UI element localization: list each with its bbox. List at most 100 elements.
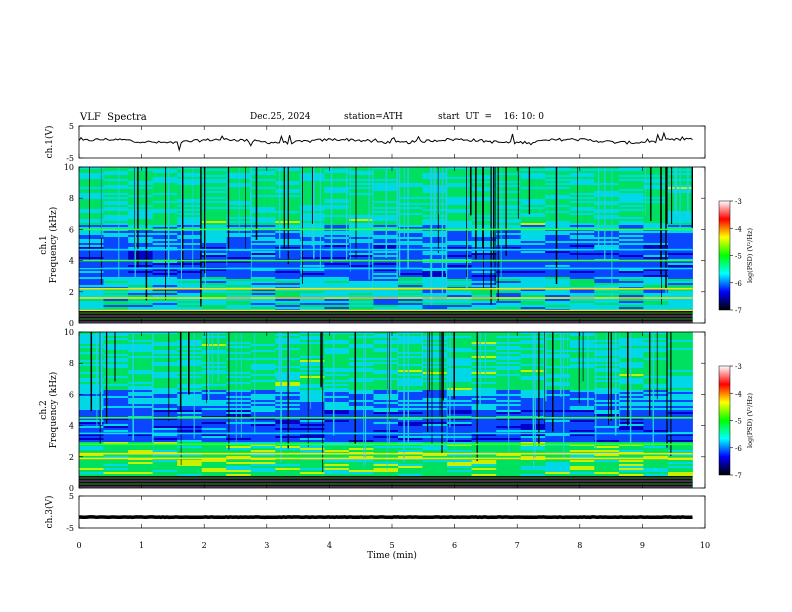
- spectrogram-cell: [643, 390, 669, 393]
- spectrogram-cell: [447, 426, 473, 429]
- spectrogram-cell: [398, 271, 423, 274]
- spectrogram-cell: [569, 450, 595, 453]
- spectrogram-cell: [226, 448, 252, 451]
- spectrogram-cell: [103, 438, 129, 441]
- spectrogram-cell: [250, 356, 276, 359]
- spectrogram-cell: [103, 199, 129, 202]
- spectrogram-cell: [422, 346, 448, 349]
- spectrogram-cell: [299, 253, 325, 256]
- spectrogram-cell: [545, 392, 571, 395]
- spectrogram-cell: [398, 394, 423, 397]
- spectrogram-cell: [299, 468, 325, 471]
- spectrogram-cell: [79, 422, 104, 425]
- spectrogram-cell: [201, 342, 227, 345]
- spectrogram-cell: [447, 340, 473, 343]
- spectrogram-cell: [594, 424, 620, 427]
- spectrogram-cell: [618, 414, 644, 417]
- spectrogram-cell: [398, 285, 423, 288]
- spectrogram-cell: [496, 462, 522, 465]
- y-axis-label: ch.2: [39, 400, 49, 419]
- spectrogram-cell: [250, 402, 276, 405]
- spectrogram-cell: [348, 273, 374, 276]
- spectrogram-cell: [569, 219, 595, 222]
- spectrogram-cell: [226, 426, 252, 429]
- spectrogram-cell: [177, 450, 203, 453]
- spectrogram-cell: [594, 217, 620, 220]
- spectrogram-cell: [618, 386, 644, 389]
- spectrogram-cell: [152, 255, 178, 258]
- spectrogram-cell: [348, 175, 374, 178]
- spectrogram-cell: [79, 201, 104, 204]
- spectrogram-cell: [618, 275, 644, 278]
- spectrogram-cell: [250, 197, 276, 200]
- y-tick-label: 10: [64, 328, 74, 337]
- y-tick-label: 4: [69, 257, 74, 266]
- spectrogram-cell: [201, 468, 227, 471]
- spectrogram-cell: [103, 376, 129, 379]
- spectrogram-cell: [594, 408, 620, 411]
- spectrogram-cell: [569, 167, 595, 170]
- spectrogram-cell: [177, 295, 203, 298]
- spectrogram-cell: [447, 275, 473, 278]
- spectrogram-cell: [398, 392, 423, 395]
- spectrogram-cell: [201, 338, 227, 341]
- spectrogram-cell: [520, 277, 546, 280]
- colorbar-tick-label: -5: [735, 253, 742, 261]
- spectrogram-cell: [569, 376, 595, 379]
- spectrogram-cell: [422, 265, 448, 268]
- spectrogram-cell: [545, 213, 571, 216]
- spectrogram-cell: [643, 444, 669, 447]
- spectrogram-cell: [471, 462, 497, 465]
- spectrogram-cell: [643, 251, 669, 254]
- spectrogram-cell: [348, 396, 374, 399]
- spectrogram-cell: [667, 285, 693, 288]
- spectrogram-cell: [152, 257, 178, 260]
- spectrogram-cell: [177, 263, 203, 266]
- spectrogram-cell: [226, 295, 252, 298]
- spectrogram-cell: [324, 173, 350, 176]
- spectrogram-cell: [348, 466, 374, 469]
- spectrogram-cell: [422, 374, 448, 377]
- figure-title: VLF Spectra: [80, 112, 147, 123]
- spectrogram-cell: [496, 257, 522, 260]
- spectrogram-cell: [618, 368, 644, 371]
- spectrogram-cell: [103, 283, 129, 286]
- spectrogram-cell: [177, 247, 203, 250]
- spectrogram-cell: [250, 370, 276, 373]
- spectrogram-cell: [152, 332, 178, 335]
- spectrogram-cell: [299, 247, 325, 250]
- spectrogram-cell: [103, 195, 129, 198]
- spectrogram-cell: [545, 235, 571, 238]
- spectrogram-cell: [250, 205, 276, 208]
- spectrogram-cell: [177, 189, 203, 192]
- station-label: station=ATH: [344, 112, 403, 122]
- spectrogram-cell: [373, 295, 399, 298]
- spectrogram-cell: [373, 374, 399, 377]
- spectrogram-cell: [398, 237, 423, 240]
- spectrogram-cell: [496, 289, 522, 292]
- spectrogram-cell: [643, 438, 669, 441]
- spectrogram-cell: [398, 382, 423, 385]
- spectrogram-cell: [496, 195, 522, 198]
- x-tick-label: 0: [76, 541, 81, 550]
- spectrogram-cell: [594, 456, 620, 459]
- spectrogram-cell: [348, 223, 374, 226]
- spectrogram-cell: [348, 434, 374, 437]
- spectrogram-cell: [324, 386, 350, 389]
- spectrogram-cell: [447, 412, 473, 415]
- spectrogram-cell: [496, 466, 522, 469]
- spectrogram-cell: [152, 388, 178, 391]
- spectrogram-cell: [569, 418, 595, 421]
- spectrogram-cell: [422, 251, 448, 254]
- spectrogram-cell: [324, 428, 350, 431]
- spectrogram-cell: [348, 275, 374, 278]
- low-freq-strip: [79, 311, 693, 323]
- spectrogram-cell: [103, 175, 129, 178]
- spectrogram-cell: [618, 305, 644, 308]
- spectrogram-cell: [201, 408, 227, 411]
- spectrogram-cell: [447, 175, 473, 178]
- spectrogram-cell: [398, 342, 423, 345]
- spectrogram-cell: [299, 360, 325, 363]
- spectrogram-cell: [594, 388, 620, 391]
